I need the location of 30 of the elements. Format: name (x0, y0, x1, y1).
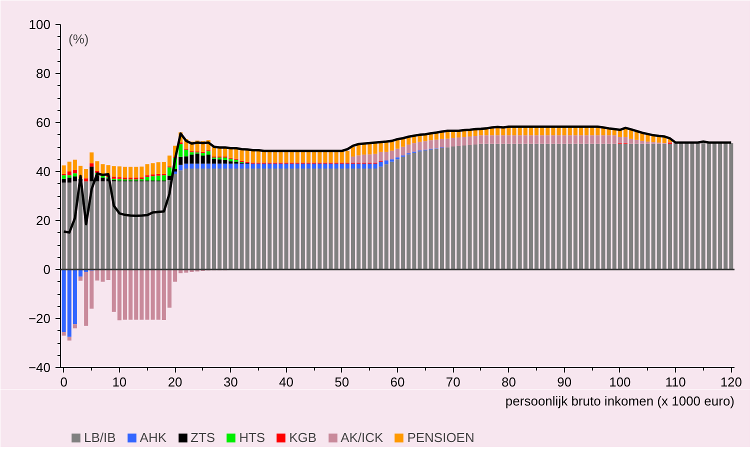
legend-label: AHK (140, 430, 167, 445)
y-tick-label: 20 (36, 213, 51, 228)
x-tick-label: 10 (112, 374, 127, 390)
x-tick-label: 90 (557, 374, 572, 390)
x-tick-label: 50 (334, 374, 350, 390)
legend-label: KGB (289, 430, 317, 445)
x-tick-label: 100 (609, 374, 631, 390)
y-tick-label: −40 (28, 360, 51, 375)
x-tick-label: 60 (390, 374, 405, 390)
y-tick-label: −20 (28, 311, 51, 326)
x-tick-label: 110 (665, 374, 686, 390)
y-tick-label: 60 (36, 115, 51, 130)
y-tick-label: 40 (36, 164, 51, 179)
x-axis-title: persoonlijk bruto inkomen (x 1000 euro) (505, 394, 735, 408)
legend-label: AK/ICK (340, 430, 384, 445)
legend-label: PENSIOEN (407, 430, 474, 445)
legend-label: HTS (239, 430, 266, 445)
y-axis-title: (%) (68, 32, 89, 46)
x-tick-label: 120 (720, 374, 742, 390)
x-tick-label: 30 (223, 374, 238, 390)
x-tick-label: 0 (60, 374, 68, 390)
y-tick-label: 80 (36, 66, 51, 81)
x-tick-label: 20 (168, 374, 182, 390)
legend-label: ZTS (190, 430, 216, 445)
y-tick-label: 100 (28, 17, 51, 32)
x-tick-label: 80 (501, 374, 516, 390)
x-tick-label: 70 (446, 374, 460, 390)
y-tick-label: 0 (43, 262, 51, 277)
legend-label: LB/IB (84, 430, 116, 445)
x-tick-label: 40 (279, 374, 294, 390)
